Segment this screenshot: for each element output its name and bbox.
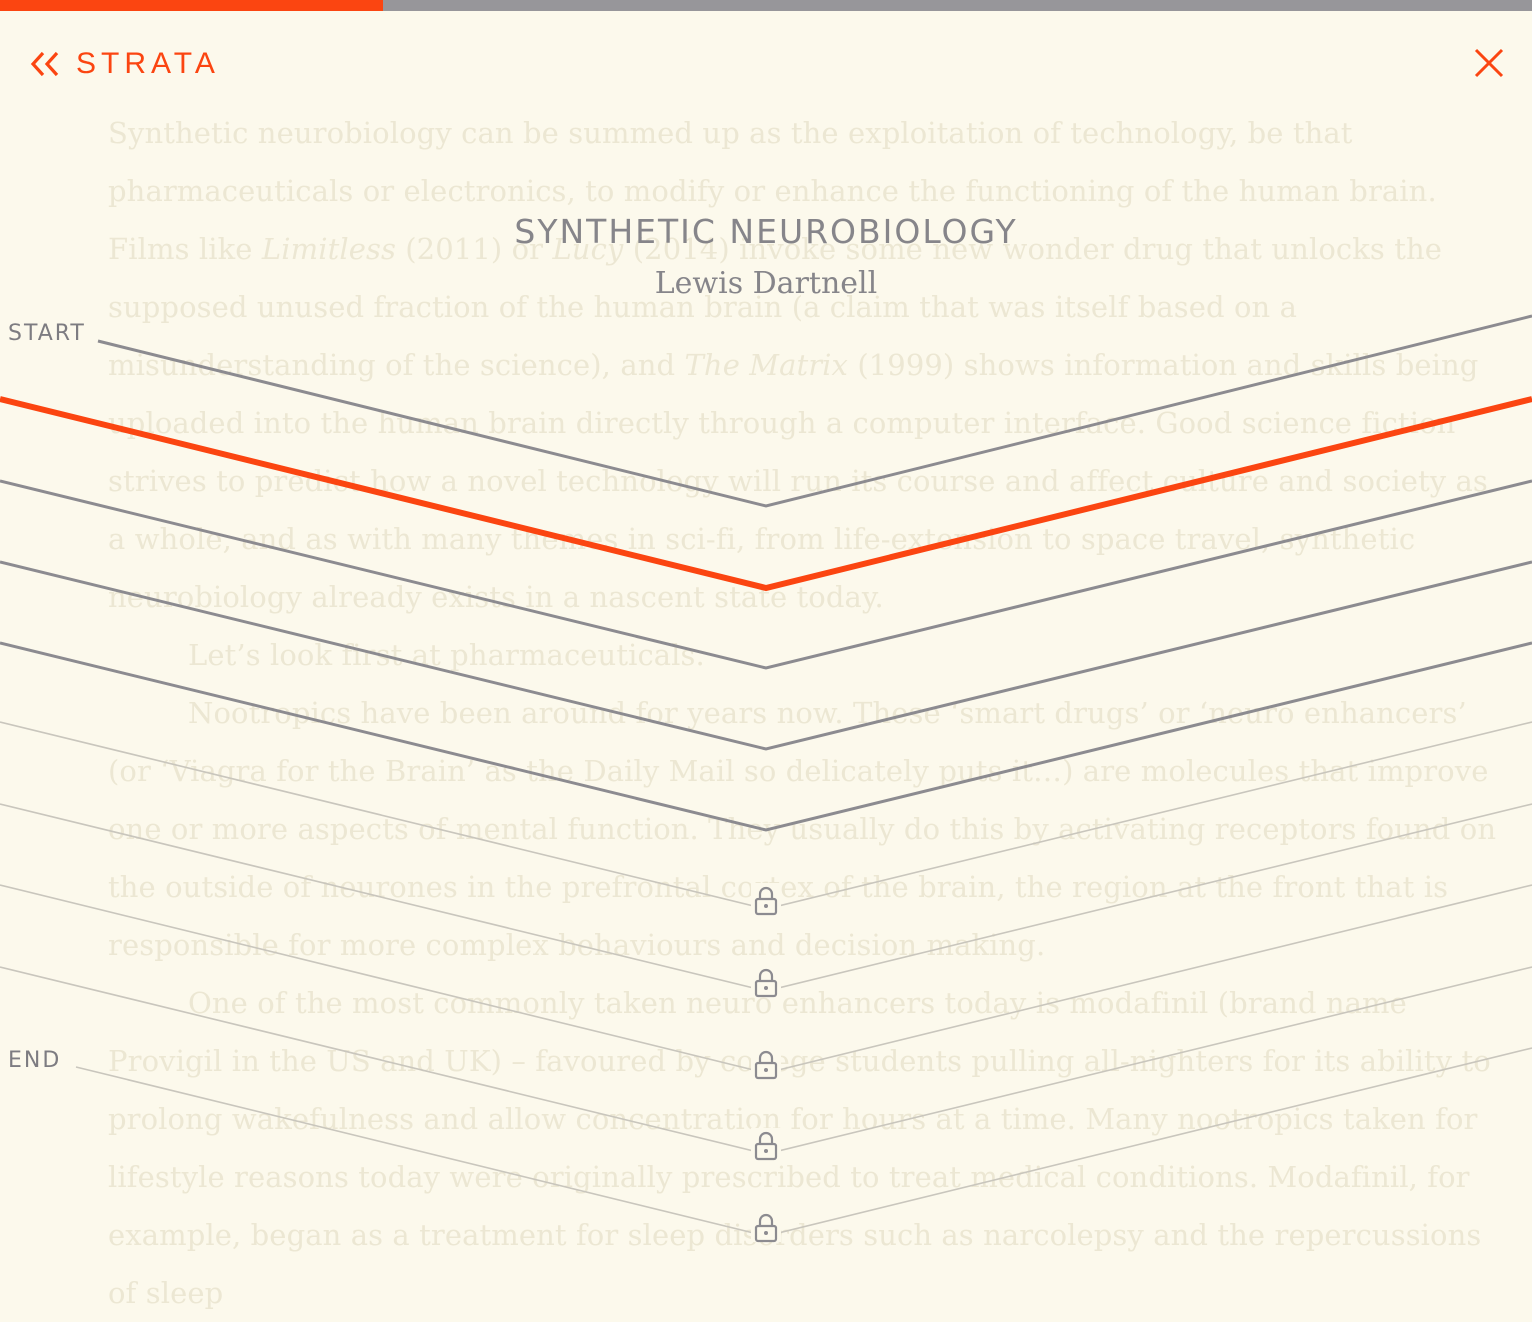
lock-icon — [751, 1128, 781, 1161]
strata-layer-read[interactable] — [97, 314, 1532, 508]
paragraph-text: Let’s look first at pharmaceuticals. — [188, 638, 705, 672]
article-paragraph: One of the most commonly taken neuro enh… — [108, 974, 1498, 1322]
reading-progress-bar — [0, 0, 1532, 11]
close-icon — [1474, 48, 1504, 78]
paragraph-text: (2014) invoke some new wonder drug that … — [108, 232, 1442, 382]
paragraph-text: One of the most commonly taken neuro enh… — [108, 986, 1491, 1310]
strata-layer-read[interactable] — [0, 641, 1532, 832]
lock-icon — [751, 883, 781, 916]
start-label: START — [8, 321, 86, 346]
lock-icon — [751, 965, 781, 998]
story-title: SYNTHETIC NEUROBIOLOGY — [514, 212, 1018, 251]
italic-title-text: Lucy — [552, 232, 624, 266]
strata-layer-locked — [75, 1047, 1532, 1237]
end-label: END — [8, 1048, 62, 1073]
paragraph-text: Synthetic neurobiology can be summed up … — [108, 116, 1437, 266]
article-paragraph: Let’s look first at pharmaceuticals. — [108, 626, 1498, 684]
brand-name: STRATA — [76, 47, 220, 80]
lock-icon — [751, 1047, 781, 1080]
strata-layer-read[interactable] — [0, 479, 1532, 670]
italic-title-text: Limitless — [261, 232, 396, 266]
story-author: Lewis Dartnell — [654, 266, 878, 301]
paragraph-text: (2011) or — [395, 232, 553, 266]
strata-layer-read[interactable] — [0, 560, 1532, 751]
double-chevron-left-icon — [30, 51, 59, 77]
close-button[interactable] — [1470, 44, 1508, 82]
lock-icon — [751, 1210, 781, 1243]
italic-title-text: The Matrix — [684, 348, 848, 382]
reading-progress-fill — [0, 0, 383, 11]
back-to-strata-button[interactable]: STRATA — [28, 44, 220, 84]
strata-layer-current[interactable] — [0, 396, 1532, 592]
